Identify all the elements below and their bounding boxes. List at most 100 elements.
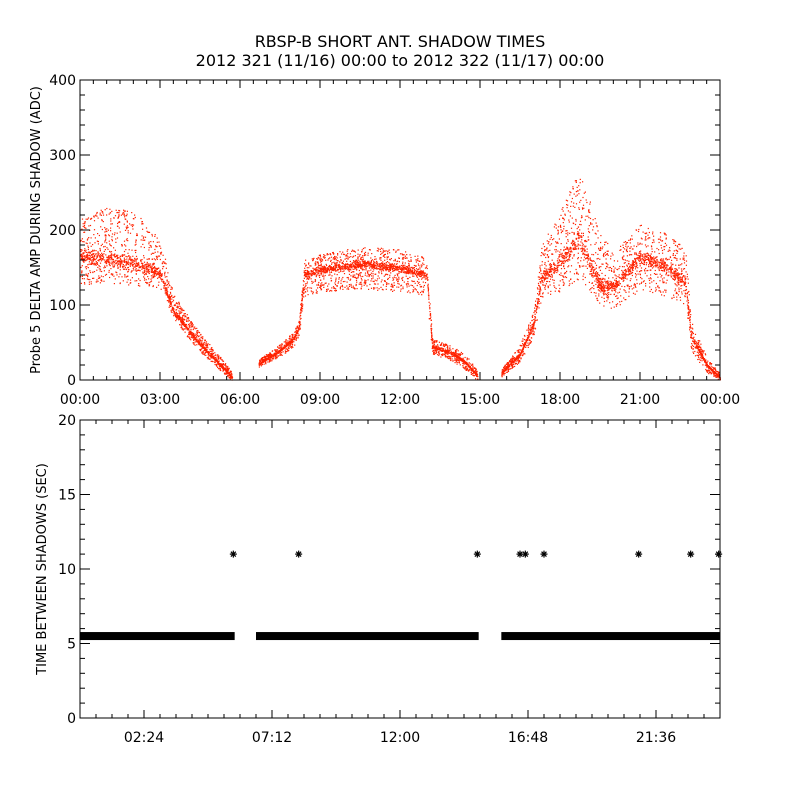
data-point	[376, 263, 378, 265]
data-point	[369, 274, 372, 276]
data-point	[577, 257, 579, 259]
data-point	[88, 251, 90, 254]
data-point	[303, 271, 305, 274]
data-point	[389, 269, 391, 271]
data-point	[81, 256, 83, 258]
data-point	[317, 266, 319, 268]
data-point	[110, 253, 112, 255]
data-point	[155, 272, 157, 274]
data-point	[393, 282, 395, 284]
data-point	[148, 241, 150, 243]
data-point	[118, 221, 121, 223]
data-point	[474, 372, 476, 374]
data-point	[212, 358, 214, 360]
data-point	[187, 317, 190, 319]
data-point	[452, 355, 454, 357]
data-point	[162, 266, 164, 268]
data-point	[81, 275, 83, 277]
data-point	[111, 274, 113, 276]
data-point	[170, 301, 172, 303]
data-point	[84, 251, 86, 253]
data-point	[212, 350, 214, 352]
data-point	[316, 274, 318, 276]
data-point	[326, 254, 328, 256]
data-point	[96, 279, 98, 281]
data-point	[171, 308, 173, 310]
data-point	[116, 272, 118, 274]
data-point	[229, 372, 231, 374]
data-point	[371, 267, 373, 269]
data-point	[170, 311, 172, 313]
data-point	[475, 370, 477, 372]
data-point	[387, 256, 389, 258]
data-point	[458, 361, 460, 363]
data-point	[422, 270, 424, 272]
data-point	[82, 253, 84, 255]
data-point	[436, 345, 438, 347]
data-point	[287, 349, 289, 351]
data-point	[114, 232, 116, 234]
data-point	[574, 180, 576, 182]
data-point	[598, 284, 600, 286]
data-point	[101, 228, 103, 231]
data-point	[419, 286, 421, 288]
data-point	[278, 351, 280, 353]
data-point	[357, 276, 359, 278]
data-point	[581, 215, 583, 217]
data-point	[160, 288, 162, 290]
data-point	[143, 274, 146, 276]
data-point	[335, 264, 337, 266]
data-point	[100, 275, 102, 277]
data-point	[100, 244, 102, 247]
data-point	[364, 261, 366, 263]
data-point	[433, 353, 435, 355]
data-point	[92, 244, 94, 246]
data-point	[643, 256, 645, 258]
data-point	[458, 354, 460, 356]
data-point	[138, 267, 140, 269]
data-point	[168, 300, 170, 302]
data-point	[146, 271, 148, 273]
data-point	[279, 350, 282, 352]
data-point	[390, 289, 392, 291]
data-point	[195, 335, 197, 337]
data-point	[421, 256, 423, 258]
data-point	[390, 265, 393, 267]
data-point	[418, 268, 420, 270]
data-point	[111, 240, 113, 242]
data-point	[368, 261, 370, 264]
data-point	[105, 228, 107, 230]
data-point	[186, 314, 188, 316]
data-point	[431, 334, 433, 336]
data-point	[285, 343, 287, 345]
data-point	[216, 359, 218, 361]
data-point	[110, 268, 112, 270]
data-point	[340, 282, 342, 284]
data-point	[364, 247, 366, 249]
data-point	[119, 273, 121, 275]
data-point	[460, 359, 462, 361]
data-point	[201, 343, 203, 345]
data-point	[322, 265, 324, 268]
data-point	[151, 269, 154, 271]
data-point	[204, 347, 206, 349]
data-point	[116, 212, 118, 214]
data-point	[115, 209, 117, 211]
data-point	[420, 270, 422, 272]
data-point	[374, 267, 376, 269]
data-point	[196, 341, 198, 343]
data-point	[110, 257, 112, 259]
data-point	[83, 252, 85, 254]
data-point	[348, 285, 351, 287]
data-point	[146, 266, 148, 268]
data-point	[116, 237, 119, 239]
data-point	[199, 350, 202, 352]
data-point	[89, 255, 91, 257]
data-point	[264, 360, 266, 362]
data-point	[354, 274, 356, 276]
data-point	[82, 223, 84, 225]
data-point	[97, 233, 99, 235]
data-point	[444, 345, 446, 348]
data-point	[442, 348, 444, 350]
data-point	[106, 260, 108, 262]
